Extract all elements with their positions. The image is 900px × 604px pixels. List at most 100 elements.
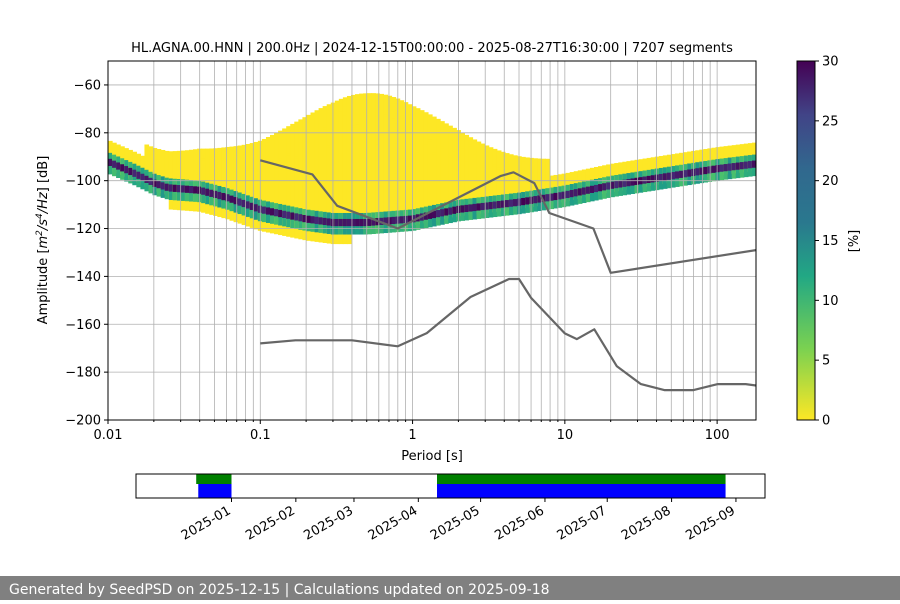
density-bin-low [541,158,546,206]
colorbar-ticks: 0 5 10 15 20 25 30 [815,55,839,429]
density-bin-peak [342,218,348,227]
density-bin-low [399,100,405,227]
density-bin-low [342,97,348,245]
density-bin-sparse [326,145,332,148]
density-bin-low [164,150,170,195]
density-bin-peak [383,217,389,225]
density-bin-peak [351,218,356,227]
density-bin-peak [508,199,514,207]
density-bin-low [411,106,417,226]
density-bin-peak [156,181,162,189]
density-bin-low [241,144,247,226]
density-bin-peak [739,162,745,170]
density-bin-peak [221,193,227,201]
density-bin-sparse [464,161,470,164]
chart-title: HL.AGNA.00.HNN | 200.0Hz | 2024-12-15T00… [131,41,733,56]
density-bin-peak [610,181,615,189]
density-bin-sparse [265,140,271,143]
density-bin-sparse [363,110,368,113]
x-axis-title: Period [s] [401,449,463,464]
density-bin-low [152,147,158,191]
density-bin-peak [306,215,312,223]
density-bin-low [322,106,328,243]
density-bin-peak [213,190,218,199]
density-bin-low [302,117,308,241]
density-bin-sparse [460,146,465,149]
density-bin-peak [573,189,579,197]
colorbar-label: [%] [847,230,862,253]
density-bin-peak [164,183,170,191]
density-bin-low [464,134,470,216]
y-tick-label: −120 [65,222,101,237]
density-bin-peak [184,185,190,193]
density-bin-peak [577,188,583,196]
density-bin-sparse [513,156,518,159]
density-bin-peak [707,166,713,174]
density-bin-low [359,93,364,230]
density-bin-low [160,149,166,194]
density-bin-peak [626,179,632,187]
density-bin-low [407,104,413,227]
density-bin-low [440,121,445,220]
density-bin-peak [440,209,445,217]
density-bin-peak [683,170,688,178]
density-bin-sparse [278,158,283,161]
density-bin-low [144,144,150,187]
density-bin-peak [496,201,502,209]
footer-text: Generated by SeedPSD on 2025-12-15 | Cal… [9,582,550,598]
colorbar: 0 5 10 15 20 25 30 [%] [796,55,862,429]
density-bin-peak [711,165,717,173]
date-tick-label: 2025-07 [555,503,610,543]
availability-bars [196,474,726,498]
y-tick-label: −60 [74,78,101,93]
density-bin-low [270,134,275,234]
density-bin-peak [472,203,478,212]
colorbar-tick-label: 15 [822,234,839,249]
density-bin-peak [444,208,449,216]
density-bin-peak [452,206,457,214]
density-bin-low [363,93,368,230]
density-bin-low [249,143,255,228]
density-bin-peak [290,212,295,220]
density-bin-peak [476,203,482,211]
density-bin-sparse [391,118,397,121]
density-bin-peak [695,168,700,176]
density-bin-low [156,148,162,192]
density-bin-sparse [585,175,591,178]
available-bar [196,474,232,484]
density-bin-sparse [249,166,255,169]
density-bin-low [221,147,227,219]
density-bin-sparse [448,155,453,158]
density-bin-peak [553,192,559,201]
density-bin-peak [654,174,660,182]
x-tick-label: 100 [705,428,730,443]
density-bin-low [533,158,538,207]
density-bin-peak [549,193,555,201]
density-bin-peak [144,175,150,183]
density-bin-sparse [306,129,312,132]
density-bin-peak [399,216,405,224]
density-bin-low [148,146,154,189]
density-bin-sparse [484,149,490,152]
date-tick-label: 2025-08 [619,503,674,543]
density-bin-low [265,137,271,233]
density-bin-sparse [286,153,291,156]
x-tick-label: 1 [408,428,416,443]
density-bin-peak [427,211,433,219]
density-bin-low [521,156,526,209]
density-bin-peak [286,211,291,219]
density-bin-peak [731,163,737,171]
density-bin-peak [662,173,668,181]
density-bin-sparse [375,142,380,145]
density-bin-peak [229,195,235,203]
footer-bar: Generated by SeedPSD on 2025-12-15 | Cal… [0,576,900,600]
density-bin-sparse [444,130,449,133]
density-bin-peak [751,160,756,168]
y-tick-label: −200 [65,414,101,429]
density-bin-peak [585,186,591,194]
density-bin-peak [367,218,372,226]
density-bin-low [387,95,393,228]
density-bin-peak [513,199,518,207]
density-bin-low [229,146,235,221]
density-bin-low [472,139,478,215]
